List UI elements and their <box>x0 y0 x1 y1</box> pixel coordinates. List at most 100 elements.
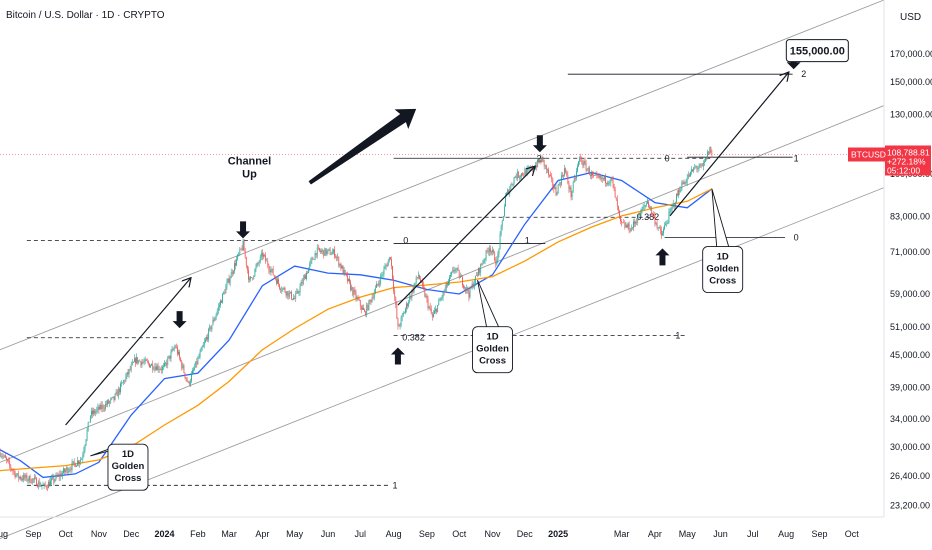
candle-body <box>442 291 444 298</box>
candle-body <box>436 308 438 312</box>
candle-body <box>8 460 10 462</box>
candle-body <box>647 201 648 204</box>
candle-body <box>58 474 60 478</box>
price-axis-panel <box>884 0 932 550</box>
candle-body <box>263 254 264 257</box>
candle-body <box>181 361 183 369</box>
target-price-box <box>785 39 849 63</box>
candle-body <box>340 263 342 269</box>
candle-body <box>492 249 493 252</box>
candle-body <box>585 163 587 171</box>
candle-body <box>695 166 697 168</box>
candle-body <box>389 257 391 260</box>
candle-body <box>134 358 135 362</box>
candle-body <box>484 258 486 261</box>
candle-body <box>11 468 13 471</box>
golden-cross-text: Golden <box>706 264 739 275</box>
candle-body <box>643 206 645 207</box>
candle-body <box>667 222 669 224</box>
candle-body <box>280 288 282 291</box>
candle-body <box>676 193 677 203</box>
candle-body <box>216 310 218 315</box>
candle-body <box>536 165 538 167</box>
candle-body <box>12 470 14 471</box>
candle-body <box>599 175 601 178</box>
candle-body <box>152 363 154 370</box>
candle-body <box>312 258 314 260</box>
candle-body <box>556 193 558 195</box>
candle-body <box>641 209 643 211</box>
candle-body <box>158 369 160 371</box>
candle-body <box>691 169 692 172</box>
candle-body <box>341 266 343 269</box>
candle-body <box>545 165 547 170</box>
candle-body <box>500 226 502 235</box>
candle-body <box>533 169 534 170</box>
candle-body <box>310 260 312 264</box>
y-tick-label: 34,000.00 <box>890 414 930 424</box>
candle-body <box>314 253 316 260</box>
candle-body <box>110 398 112 402</box>
channel-upper-line <box>0 0 885 351</box>
candle-body <box>285 292 287 296</box>
trend-arrow <box>65 278 191 426</box>
candle-body <box>22 478 23 480</box>
candle-body <box>666 223 668 224</box>
channel-up-arrow-shape <box>308 108 417 185</box>
candle-body <box>55 474 57 480</box>
candle-body <box>406 303 407 309</box>
candle-body <box>71 462 73 470</box>
candle-body <box>423 284 425 289</box>
candle-body <box>138 360 140 363</box>
candle-body <box>50 480 51 487</box>
callout-pointer <box>711 188 730 247</box>
candle-body <box>371 297 373 302</box>
candle-body <box>591 172 592 176</box>
candle-body <box>409 296 411 303</box>
candle-body <box>49 482 50 487</box>
candle-body <box>499 234 501 249</box>
candle-body <box>100 404 102 410</box>
candle-body <box>103 408 105 410</box>
candle-body <box>56 474 58 477</box>
candle-body <box>139 360 141 362</box>
candle-body <box>593 175 595 176</box>
candle-body <box>664 225 666 230</box>
candle-body <box>208 329 210 340</box>
fib-layer: 0 1 2 0 1 0 1 0.382 0.382 1 2 <box>0 69 884 490</box>
target-price-text: 155,000.00 <box>790 46 845 58</box>
candle-body <box>649 206 650 208</box>
candle-body <box>659 227 661 231</box>
candle-body <box>692 169 693 172</box>
candle-body <box>382 274 384 275</box>
candle-body <box>538 159 540 163</box>
candle-body <box>191 374 192 382</box>
candle-body <box>113 396 115 400</box>
golden-cross-text: 1D <box>486 332 498 343</box>
candle-body <box>375 284 377 288</box>
candle-body <box>369 300 371 301</box>
candle-body <box>250 277 251 279</box>
candle-body <box>554 187 556 189</box>
candle-body <box>523 175 525 176</box>
candle-body <box>31 478 33 483</box>
candle-body <box>388 257 390 261</box>
candle-body <box>546 169 548 171</box>
candle-body <box>46 487 48 489</box>
candle-body <box>240 248 242 250</box>
candle-body <box>164 362 165 367</box>
candle-body <box>61 473 63 477</box>
candle-body <box>396 305 398 319</box>
candle-body <box>516 171 518 179</box>
candle-body <box>707 151 709 159</box>
candle-body <box>34 477 35 480</box>
candle-body <box>7 459 8 461</box>
candle-body <box>457 268 459 271</box>
candle-body <box>639 213 641 216</box>
candle-body <box>364 309 365 312</box>
candle-body <box>201 347 203 349</box>
candle-body <box>380 275 382 284</box>
candle-body <box>295 293 297 299</box>
annotations: ChannelUp155,000.001DGoldenCross1DGolden… <box>65 39 849 491</box>
